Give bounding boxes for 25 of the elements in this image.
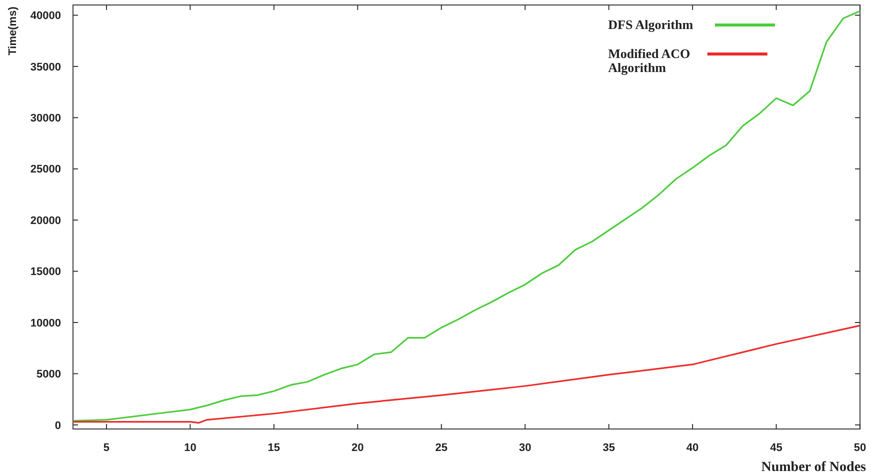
y-tick-label: 40000 — [30, 10, 61, 22]
legend-label: Modified ACO Algorithm — [608, 46, 690, 75]
x-tick-label: 25 — [435, 442, 448, 454]
y-tick-label: 5000 — [36, 368, 61, 381]
y-axis-title: Time(ms) — [7, 6, 19, 56]
y-tick-label: 10000 — [30, 317, 61, 330]
x-tick-label: 45 — [770, 442, 782, 454]
x-tick-label: 40 — [686, 442, 699, 454]
x-tick-label: 30 — [518, 442, 532, 454]
x-axis-title: Number of Nodes — [761, 460, 867, 475]
y-tick-label: 20000 — [30, 214, 61, 227]
y-tick-label: 35000 — [30, 61, 61, 74]
x-tick-label: 15 — [268, 442, 280, 454]
x-tick-label: 20 — [352, 442, 364, 454]
y-tick-label: 25000 — [30, 164, 61, 176]
x-tick-label: 35 — [602, 442, 615, 454]
x-tick-label: 50 — [854, 442, 866, 454]
x-tick-label: 10 — [184, 442, 196, 454]
x-tick-label: 5 — [103, 442, 110, 454]
y-tick-label: 0 — [54, 420, 61, 432]
y-tick-label: 15000 — [30, 266, 61, 278]
y-tick-label: 30000 — [30, 112, 61, 125]
legend-label: DFS Algorithm — [608, 17, 694, 32]
line-series — [72, 324, 861, 424]
line-series — [72, 10, 861, 422]
